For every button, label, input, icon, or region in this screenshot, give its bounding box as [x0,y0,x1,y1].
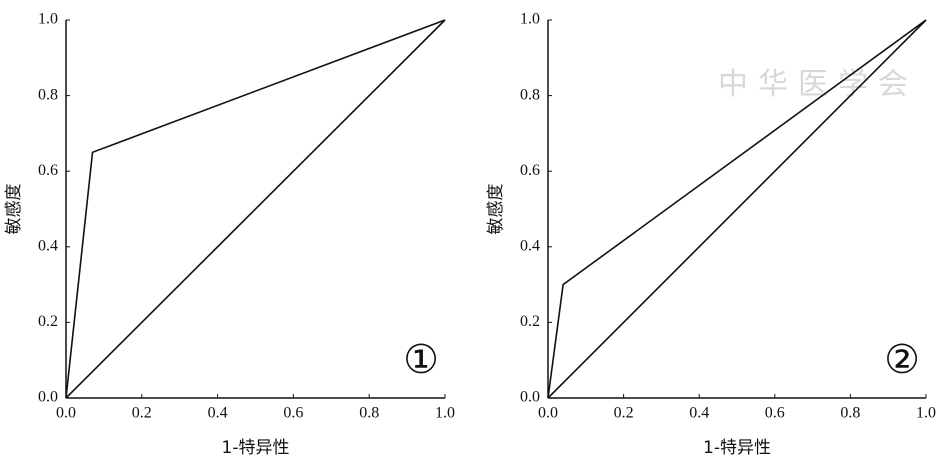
roc-line [65,19,446,399]
x-axis-label: 1-特异性 [703,438,771,458]
panel-number: ① [403,337,439,382]
x-tick-label: 0.8 [840,405,860,422]
y-tick-label: 0.6 [38,162,58,179]
y-axis-label: 敏感度 [4,184,24,235]
watermark: 中华医学会 [718,67,918,102]
x-tick-label: 0.8 [359,405,379,422]
panel-number: ② [884,337,920,382]
x-tick-label: 0.6 [765,405,785,422]
roc-line [547,19,927,399]
x-tick-label: 0.2 [614,405,634,422]
y-tick-label: 0.4 [520,237,540,254]
y-tick-label: 0.6 [520,162,540,179]
roc-line [547,19,927,399]
x-axis-label: 1-特异性 [222,438,290,458]
y-tick-label: 0.4 [38,237,58,254]
y-tick-label: 0.2 [520,313,540,330]
y-tick-label: 0.8 [520,86,540,103]
roc-line [65,19,446,399]
x-tick-label: 1.0 [435,405,455,422]
y-tick-label: 1.0 [520,11,540,28]
x-tick-label: 0.0 [538,405,558,422]
x-tick-label: 0.4 [208,405,228,422]
x-tick-label: 1.0 [916,405,936,422]
x-tick-label: 0.4 [689,405,709,422]
y-tick-label: 0.0 [520,389,540,406]
x-tick-label: 0.2 [132,405,152,422]
y-tick-label: 0.8 [38,86,58,103]
y-tick-label: 0.2 [38,313,58,330]
y-tick-label: 0.0 [38,389,58,406]
x-tick-label: 0.6 [283,405,303,422]
y-axis-label: 敏感度 [486,184,506,235]
x-tick-label: 0.0 [56,405,76,422]
y-tick-label: 1.0 [38,11,58,28]
